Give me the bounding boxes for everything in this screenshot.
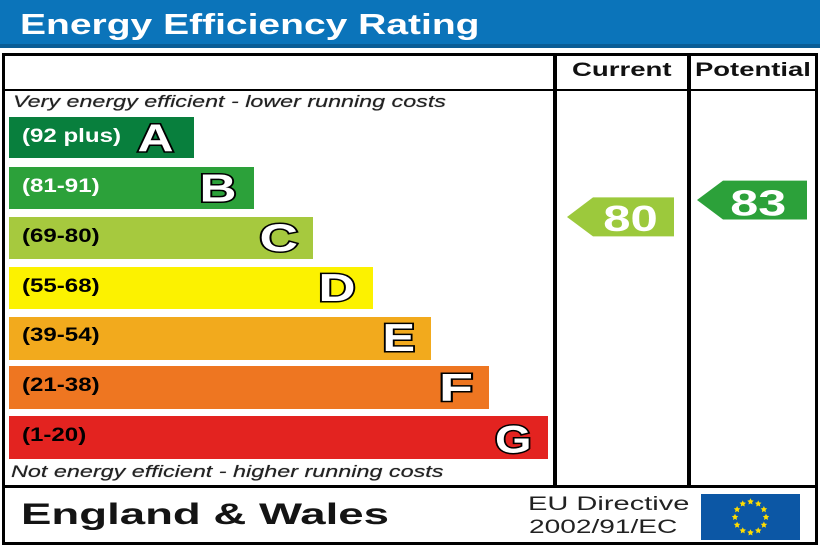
svg-text:G: G	[495, 419, 532, 462]
svg-text:B: B	[200, 167, 237, 210]
svg-text:A: A	[138, 117, 174, 160]
svg-text:F: F	[439, 367, 473, 410]
svg-text:83: 83	[730, 183, 786, 224]
svg-text:E: E	[383, 317, 416, 360]
svg-text:80: 80	[603, 198, 658, 239]
svg-text:C: C	[260, 217, 299, 260]
svg-text:D: D	[319, 267, 356, 310]
